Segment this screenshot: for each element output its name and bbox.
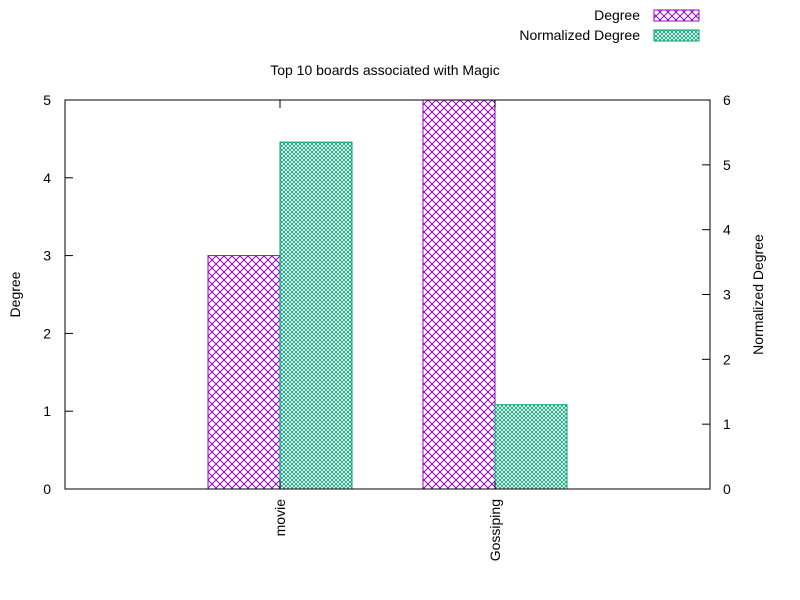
legend-swatch-degree — [653, 9, 700, 22]
y2-tick-label: 2 — [723, 351, 731, 367]
plot-frame — [64, 99, 711, 490]
x-tick-label: movie — [272, 499, 288, 537]
y-axis-ticks: 0 1 2 3 4 5 — [43, 92, 73, 497]
y2-tick-label: 0 — [723, 481, 731, 497]
y-tick-label: 2 — [43, 325, 51, 341]
y-axis-label: Degree — [7, 271, 23, 317]
legend-swatch-normalized-degree — [653, 29, 700, 42]
y2-tick-label: 6 — [723, 92, 731, 108]
y-tick-label: 0 — [43, 481, 51, 497]
y-tick-label: 1 — [43, 403, 51, 419]
bar-normalized-degree-movie — [279, 141, 353, 490]
legend-label-normalized-degree: Normalized Degree — [519, 27, 640, 43]
y2-tick-label: 1 — [723, 416, 731, 432]
y2-axis-label: Normalized Degree — [750, 234, 766, 355]
y2-tick-label: 4 — [723, 222, 731, 238]
y2-axis-ticks: 0 1 2 3 4 5 6 — [702, 92, 731, 497]
bar-degree-movie — [207, 255, 281, 490]
y2-tick-label: 3 — [723, 287, 731, 303]
chart-title: Top 10 boards associated with Magic — [270, 62, 500, 78]
x-tick-label: Gossiping — [487, 499, 503, 561]
bars-group — [207, 99, 568, 490]
y2-tick-label: 5 — [723, 157, 731, 173]
x-axis-ticks: movie Gossiping — [272, 100, 503, 561]
legend: Degree Normalized Degree — [519, 7, 700, 43]
y-tick-label: 3 — [43, 248, 51, 264]
y-tick-label: 5 — [43, 92, 51, 108]
bar-degree-gossiping — [422, 99, 496, 490]
bar-normalized-degree-gossiping — [494, 404, 568, 490]
legend-label-degree: Degree — [594, 7, 640, 23]
y-tick-label: 4 — [43, 170, 51, 186]
